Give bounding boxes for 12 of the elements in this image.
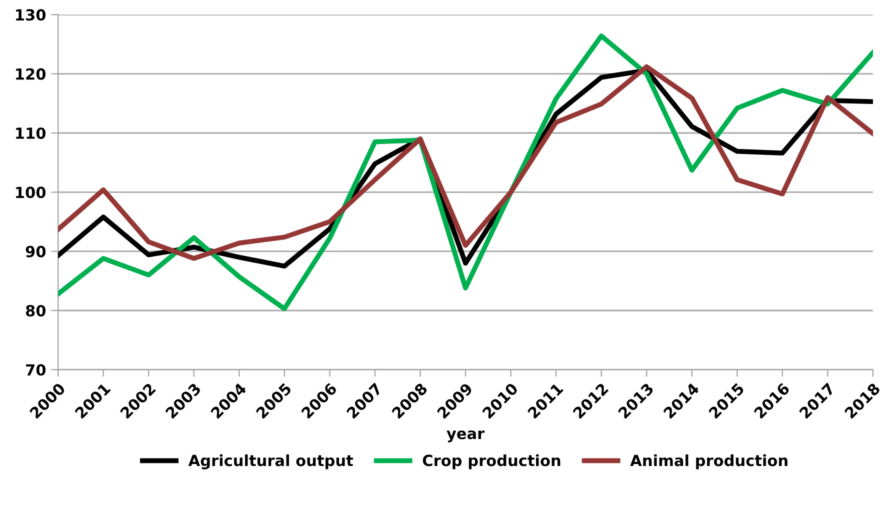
y-tick-label: 120 — [16, 68, 46, 80]
y-tick-label: 130 — [16, 9, 46, 21]
y-tick-label: 90 — [26, 246, 46, 258]
y-tick-label: 100 — [16, 186, 46, 198]
y-tick-label: 70 — [26, 364, 46, 376]
legend-label: Agricultural output — [188, 454, 354, 470]
y-tick-label: 110 — [16, 127, 46, 140]
line-series — [58, 34, 873, 312]
x-axis-title: year — [446, 430, 485, 442]
y-tick-label: 80 — [26, 304, 46, 317]
legend-label: Crop production — [422, 454, 560, 470]
legend-label: Animal production — [630, 454, 788, 470]
